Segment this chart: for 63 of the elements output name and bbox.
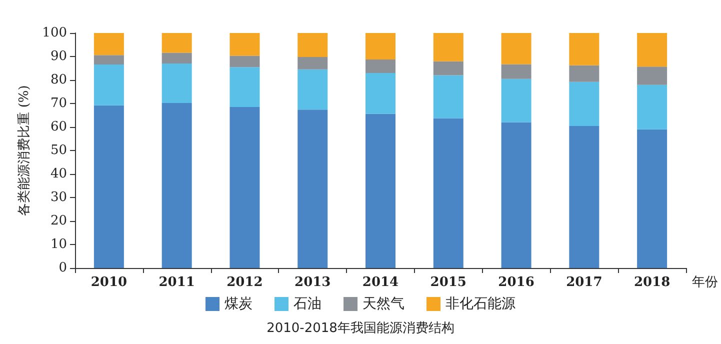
bar [94,33,124,56]
bar [501,122,532,268]
bar [230,33,260,56]
y-tick-label: 40 [50,166,67,182]
x-tick-label: 2015 [430,275,466,290]
bar [230,107,260,268]
y-axis-title: 各类能源消费比重 (%) [17,85,32,216]
text: 2010-2018年我国能源消费结构 [266,321,454,336]
y-tick-label: 100 [42,26,67,40]
y-tick-label: 90 [50,49,67,64]
bar [569,82,600,126]
bar [501,78,532,122]
y-tick-label: 20 [50,214,67,228]
y-tick-label: 60 [50,120,67,134]
bar [366,72,396,114]
bar [637,129,668,268]
legend-label: 天然气 [362,296,404,312]
bar [501,33,532,64]
bar [298,33,328,57]
x-tick-label: 2016 [498,275,534,290]
bar [637,66,668,85]
legend-label: 煤炭 [224,296,252,312]
bar [433,118,464,268]
bar [569,126,600,268]
legend-label: 石油 [294,296,322,312]
bar [94,55,124,64]
bar [637,84,668,130]
bar [569,33,600,66]
bar [366,33,396,60]
x-axis-title: 年份 [692,275,718,290]
bar [94,64,124,106]
bar [298,56,328,70]
x-tick-label: 2017 [566,275,602,290]
x-tick-label: 2014 [362,275,399,290]
bar [298,69,328,110]
y-tick-label: 30 [50,190,67,205]
y-tick-label: 70 [50,96,67,111]
bar [230,56,260,68]
x-tick-label: 2013 [294,275,331,290]
y-tick-label: 80 [50,72,67,88]
y-tick-label: 50 [50,143,67,158]
x-tick-label: 2012 [226,275,263,290]
bar [366,60,396,73]
y-tick-label: 0 [58,260,67,276]
bar [637,33,668,67]
bar [162,33,192,53]
bar [433,75,464,118]
legend-label: 非化石能源 [446,296,516,312]
bar [569,65,600,82]
bar [162,103,192,268]
bar [433,61,464,76]
y-tick-label: 10 [50,237,67,252]
bar [501,64,532,79]
x-tick-label: 2010 [90,275,128,290]
bar [366,114,396,268]
bar [162,64,192,104]
bar [298,110,328,268]
x-tick-label: 2011 [158,275,195,290]
bar [433,33,464,62]
x-tick-label: 2018 [634,275,670,290]
bar [162,52,192,64]
bar [230,67,260,108]
bar [94,105,124,268]
